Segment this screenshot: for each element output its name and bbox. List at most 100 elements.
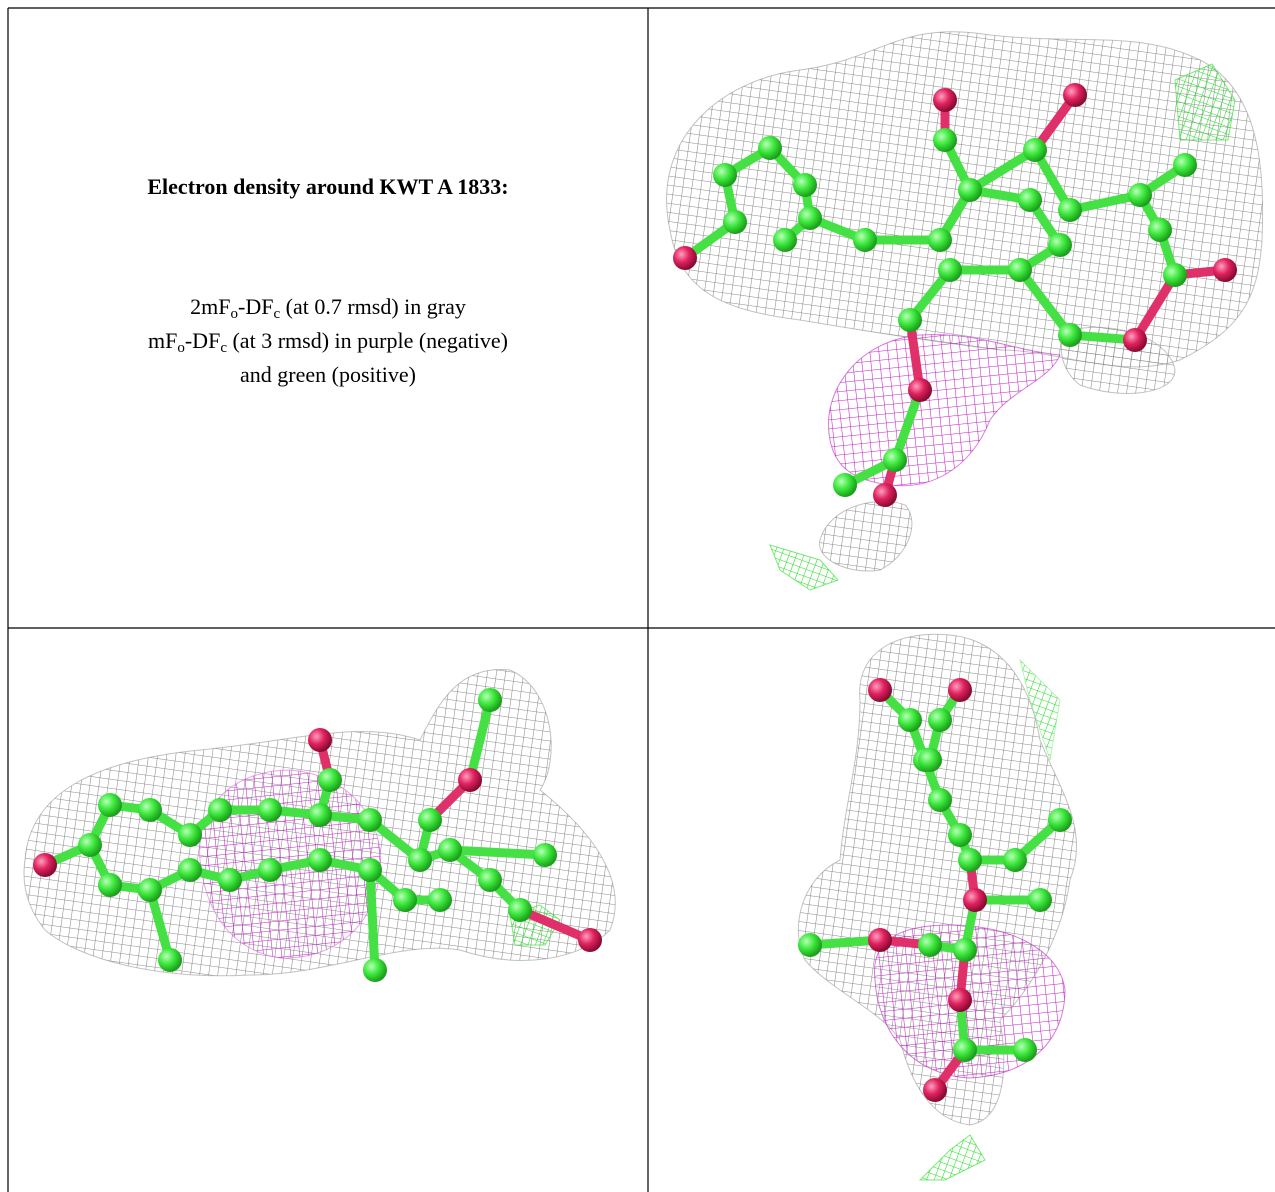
carbon-atom [933,128,957,152]
legend-text: -DF [238,294,274,319]
legend-line: mFo-DFc (at 3 rmsd) in purple (negative) [8,324,648,358]
bond [1015,265,1075,340]
carbon-atom [1058,198,1082,222]
carbon-atom [898,308,922,332]
oxygen-atom [308,728,332,752]
carbon-atom [478,688,502,712]
density-mesh [828,334,1061,487]
carbon-atom [953,938,977,962]
bond [445,845,550,860]
carbon-atom [918,933,942,957]
oxygen-atom [908,378,932,402]
carbon-atom [98,873,122,897]
carbon-atom [178,858,202,882]
carbon-atom [918,748,942,772]
bond [145,885,175,965]
carbon-atom [713,163,737,187]
legend-text: (at 3 rmsd) in purple (negative) [226,328,508,353]
carbon-atom [308,848,332,872]
carbon-atom [1013,1038,1037,1062]
carbon-atom [853,228,877,252]
oxygen-atom [458,768,482,792]
carbon-atom [1028,888,1052,912]
carbon-atom [98,793,122,817]
carbon-atom [418,808,442,832]
oxygen-atom [1123,328,1147,352]
carbon-atom [958,178,982,202]
carbon-atom [178,823,202,847]
oxygen-atom [948,988,972,1012]
oxygen-atom [1213,258,1237,282]
carbon-atom [798,206,822,230]
legend-text: and green (positive) [240,362,416,387]
oxygen-atom [868,678,892,702]
oxygen-atom [963,888,987,912]
carbon-atom [258,858,282,882]
carbon-atom [78,833,102,857]
carbon-atom [158,948,182,972]
carbon-atom [308,803,332,827]
density-mesh [918,1134,986,1181]
oxygen-atom [578,928,602,952]
carbon-atom [208,798,232,822]
bond [365,865,380,975]
carbon-atom [948,823,972,847]
carbon-atom [1008,258,1032,282]
carbon-atom [508,898,532,922]
oxygen-atom [933,88,957,112]
carbon-atom [428,888,452,912]
subscript: o [177,340,185,356]
carbon-atom [1173,153,1197,177]
density-mesh [769,544,839,591]
carbon-atom [938,258,962,282]
bond [465,695,495,785]
carbon-atom [883,448,907,472]
bond [515,905,595,945]
carbon-atom [953,1038,977,1062]
carbon-atom [798,933,822,957]
oxygen-atom [673,246,697,270]
carbon-atom [363,958,387,982]
carbon-atom [958,848,982,872]
carbon-atom [758,136,782,160]
legend-text: (at 0.7 rmsd) in gray [280,294,466,319]
oxygen-atom [948,678,972,702]
legend-text: 2mF [190,294,231,319]
carbon-atom [1048,233,1072,257]
carbon-atom [533,843,557,867]
carbon-atom [1018,188,1042,212]
carbon-atom [258,798,282,822]
carbon-atom [393,888,417,912]
density-mesh [1019,658,1061,761]
carbon-atom [1058,323,1082,347]
carbon-atom [438,838,462,862]
carbon-atom [1148,218,1172,242]
carbon-atom [723,210,747,234]
carbon-atom [318,768,342,792]
density-mesh [819,500,913,572]
carbon-atom [358,858,382,882]
density-mesh [1174,63,1236,141]
caption-title: Electron density around KWT A 1833: [147,174,509,199]
oxygen-atom [868,928,892,952]
oxygen-atom [923,1078,947,1102]
carbon-atom [1003,848,1027,872]
oxygen-atom [873,483,897,507]
oxygen-atom [33,853,57,877]
subscript: c [273,306,281,322]
oxygen-atom [1063,83,1087,107]
carbon-atom [773,228,797,252]
carbon-atom [1023,138,1047,162]
carbon-atom [1048,808,1072,832]
carbon-atom [218,868,242,892]
carbon-atom [833,473,857,497]
carbon-atom [928,708,952,732]
legend-line: 2mFo-DFc (at 0.7 rmsd) in gray [8,290,648,324]
carbon-atom [928,228,952,252]
carbon-atom [408,848,432,872]
carbon-atom [1163,263,1187,287]
carbon-atom [793,173,817,197]
subscript: c [220,340,227,356]
